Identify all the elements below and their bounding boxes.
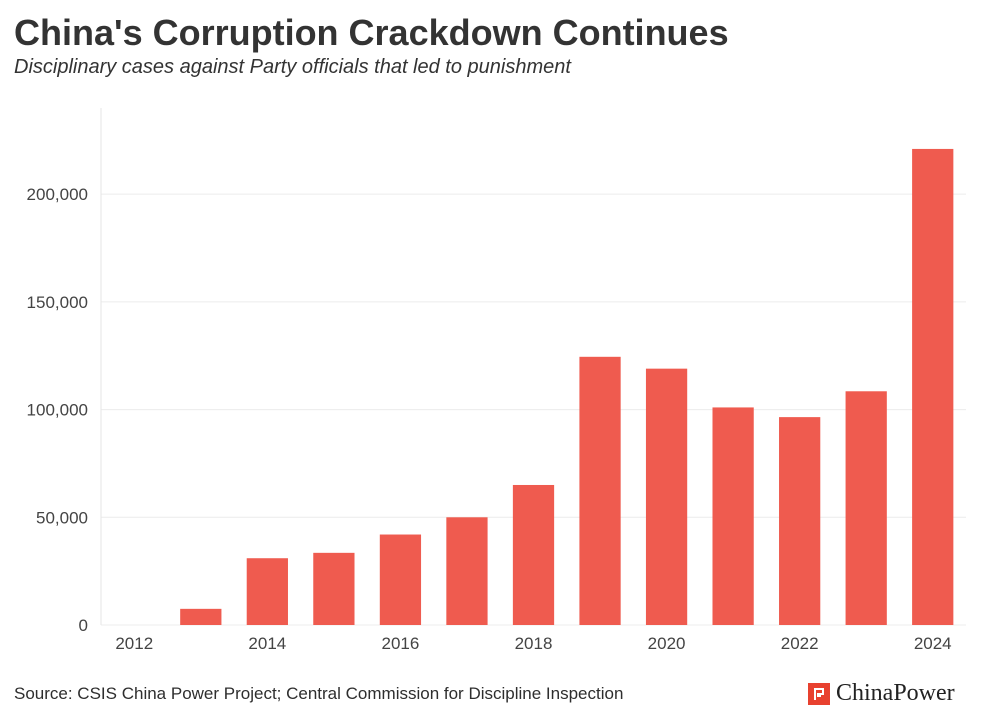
x-tick-label: 2018 [515,634,553,653]
bar-2019 [579,356,621,625]
x-tick-label: 2014 [248,634,286,653]
bar-2022 [779,417,821,625]
bar-2024 [912,148,954,625]
x-tick-label: 2012 [115,634,153,653]
bars [180,148,954,625]
bar-2013 [180,608,222,625]
bar-2023 [845,391,887,625]
chinapower-logo-icon [808,682,830,705]
bar-2018 [512,484,555,625]
chart-subtitle: Disciplinary cases against Party officia… [14,56,571,78]
bar-2020 [645,368,688,625]
x-tick-label: 2020 [648,634,686,653]
bar-2014 [246,558,288,625]
y-tick-label: 150,000 [27,293,88,312]
y-tick-labels: 0 50,000 100,000 150,000 200,000 [27,185,88,635]
brand-name: ChinaPower [836,680,955,706]
x-tick-label: 2024 [914,634,952,653]
y-tick-label: 100,000 [27,401,88,420]
x-tick-label: 2022 [781,634,819,653]
y-tick-label: 0 [79,616,88,635]
brand-logo: ChinaPower [808,680,955,707]
x-tick-labels: 2012 2014 2016 2018 2020 2022 2024 [115,634,951,653]
source-note: Source: CSIS China Power Project; Centra… [14,684,624,703]
y-tick-label: 50,000 [36,508,88,527]
bar-2016 [379,534,422,625]
chart-title: China's Corruption Crackdown Continues [14,12,729,53]
x-tick-label: 2016 [382,634,420,653]
bar-2021 [712,407,754,625]
y-tick-label: 200,000 [27,185,88,204]
bar-2017 [446,517,488,625]
bar-2015 [313,552,355,625]
